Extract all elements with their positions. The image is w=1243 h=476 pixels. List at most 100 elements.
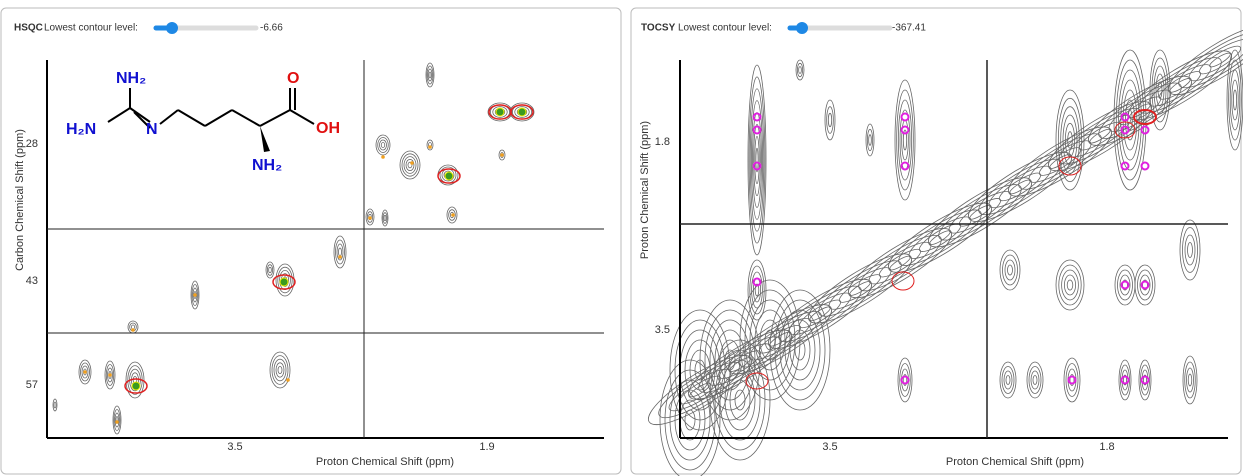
contour: [898, 209, 982, 266]
orange-dot: [131, 328, 135, 332]
contour: [52, 398, 58, 412]
y-tick-label: 57: [26, 379, 38, 391]
contour: [754, 283, 760, 297]
contour-value: -6.66: [260, 23, 283, 34]
x-axis-label: Proton Chemical Shift (ppm): [946, 456, 1084, 468]
contour: [750, 100, 764, 220]
contour: [1003, 370, 1013, 390]
orange-dot: [286, 378, 290, 382]
tocsy-marker: [1140, 161, 1150, 171]
contour: [1182, 355, 1198, 405]
contour: [714, 349, 766, 451]
contour: [375, 134, 391, 156]
contour: [789, 329, 811, 371]
contour: [778, 285, 862, 342]
marker-ring: [272, 274, 296, 290]
contour: [999, 361, 1017, 399]
contour: [1168, 25, 1243, 95]
contour: [266, 264, 274, 276]
contour: [1062, 114, 1078, 166]
panel-title: TOCSY: [641, 23, 676, 34]
tocsy-marker: [1120, 112, 1130, 122]
tocsy-ring: [891, 271, 915, 291]
tocsy-marker: [1140, 280, 1150, 290]
y-tick-label: 43: [26, 275, 38, 287]
contour: [1065, 363, 1079, 397]
contour: [1123, 374, 1127, 386]
contour: [1117, 269, 1133, 301]
axes: [46, 60, 1228, 439]
tocsy-ring: [1058, 156, 1082, 176]
panel-title: HSQC: [14, 23, 43, 34]
contour: [366, 211, 374, 223]
contour: [1187, 242, 1193, 258]
contour: [125, 361, 145, 399]
tocsy-marker: [752, 277, 762, 287]
contour: [405, 158, 415, 171]
contour: [684, 409, 696, 431]
contour: [928, 177, 1032, 248]
slider-knob[interactable]: [166, 22, 178, 34]
wedge-bond: [260, 126, 270, 152]
tocsy-marker: [900, 125, 910, 135]
orange-dot: [428, 145, 432, 149]
x-tick-label: 3.5: [822, 441, 837, 453]
contour: [1182, 227, 1198, 273]
contour: [798, 66, 802, 74]
contour: [335, 239, 345, 265]
contour: [498, 149, 506, 161]
contour: [754, 309, 786, 371]
y-tick-label: 3.5: [655, 324, 670, 336]
contour: [1113, 49, 1147, 191]
tocsy-marker: [1120, 280, 1130, 290]
contour: [751, 271, 763, 309]
contour: [818, 260, 902, 317]
contour: [53, 401, 57, 409]
contour: [509, 102, 535, 122]
contour: [1137, 269, 1153, 301]
contour: [265, 261, 275, 279]
contour: [896, 89, 914, 191]
orange-dot: [115, 420, 119, 424]
slider-knob[interactable]: [796, 22, 808, 34]
contour: [1032, 375, 1038, 385]
contour: [1198, 45, 1242, 75]
contour: [865, 123, 875, 157]
contour: [1186, 367, 1194, 393]
contour: [1228, 59, 1242, 141]
contour: [827, 112, 833, 128]
contour: [383, 214, 387, 222]
contour: [192, 287, 198, 303]
y-axis-label: Proton Chemical Shift (ppm): [639, 121, 651, 259]
contour: [377, 137, 389, 153]
x-tick-label: 3.5: [227, 441, 242, 453]
contour: [688, 329, 792, 400]
y-axis-label: Carbon Chemical Shift (ppm): [14, 129, 26, 271]
contour: [779, 309, 821, 391]
contour: [774, 299, 826, 401]
tocsy-marker: [1120, 375, 1130, 385]
contour: [271, 355, 289, 385]
contour: [1030, 370, 1040, 390]
contour: [514, 106, 530, 118]
contour: [999, 249, 1021, 291]
contour: [407, 161, 413, 169]
orange-dot: [368, 216, 372, 220]
marker-dot: [495, 107, 505, 117]
contour: [734, 389, 746, 411]
contour: [107, 367, 113, 383]
tocsy-marker: [900, 112, 910, 122]
contour: [755, 147, 759, 173]
contour: [1188, 38, 1243, 82]
contour: [1069, 374, 1075, 386]
contour: [1002, 254, 1018, 286]
contour: [824, 99, 836, 141]
orange-dot: [410, 161, 414, 165]
contour: [273, 358, 287, 382]
contour: [1143, 374, 1147, 386]
contour: [878, 248, 922, 278]
contour: [425, 62, 435, 88]
contour: [753, 123, 761, 197]
contour-value: -367.41: [892, 23, 926, 34]
contour: [492, 106, 508, 118]
